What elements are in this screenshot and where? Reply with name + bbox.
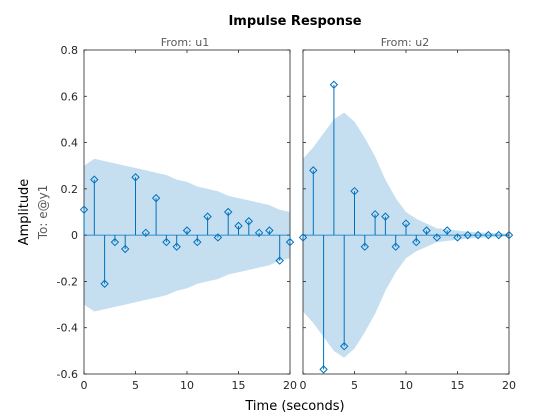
y-tick-label: 0.8 [61,44,79,57]
stem-marker [172,242,181,251]
stem-marker [319,365,328,374]
stem-marker [131,173,140,182]
y-tick-label: -0.4 [57,322,78,335]
stem-marker [275,256,284,265]
y-tick-label: -0.6 [57,368,78,381]
stem-marker [110,237,120,247]
stem-marker [370,210,380,219]
stem-marker [484,230,493,240]
x-tick-label: 0 [81,379,88,392]
y-tick-label: 0.2 [61,183,79,196]
output-channel-label: To: e@y1 [36,185,50,241]
stem-marker [254,228,264,238]
stem-marker [422,226,431,235]
stem-marker [298,233,308,242]
stem-marker [100,279,109,288]
x-axis-label: Time (seconds) [244,399,344,414]
y-axis-label: Amplitude [17,179,32,246]
chart-title: Impulse Response [228,14,361,29]
stem-marker [381,212,390,221]
stem-marker [151,193,161,203]
y-tick-label: 0.4 [61,137,79,150]
stem-marker [79,205,89,214]
stem-marker [182,226,192,235]
x-tick-label: 5 [351,379,358,392]
stem-marker [285,237,295,247]
stem-marker [223,207,233,217]
panel-2: 0 5 10 15 20 [298,49,516,392]
stem-marker [473,230,483,240]
stem-marker [350,186,359,196]
stem-marker [432,233,442,242]
x-tick-label: 20 [502,379,516,392]
panel-title-u2: From: u2 [381,36,429,49]
stem-marker [265,226,274,235]
stem-marker [162,237,171,247]
stem-marker [234,221,243,231]
panels: -0.6-0.4-0.200.20.40.60.80 5 10 15 20 0 5 10 15 2… [57,44,516,392]
x-tick-label: 15 [451,379,465,392]
stem-marker [203,212,212,221]
stem-marker [504,230,514,240]
stem-marker [463,230,473,240]
stem-marker [141,228,151,238]
y-tick-label: -0.2 [57,275,78,288]
x-tick-label: 15 [232,379,246,392]
stem-marker [453,233,462,242]
y-tick-label: 0 [71,229,78,242]
x-tick-label: 5 [132,379,139,392]
stem-marker [309,166,318,175]
stem-marker [329,80,339,89]
stem-marker [442,226,452,235]
stem-marker [401,219,411,228]
x-tick-label: 20 [283,379,297,392]
stem-marker [213,233,223,242]
stem-marker [360,242,370,251]
stem-marker [391,242,400,251]
stem-marker [412,237,421,247]
y-tick-label: 0.6 [61,90,79,103]
stem-marker [244,217,254,226]
panel-title-u1: From: u1 [161,36,209,49]
panel-1: -0.6 -0.4 -0.2 0 0.2 0.4 0.6 0.8 0 5 10 15 20 [57,44,297,392]
stem-marker [339,342,349,351]
x-tick-label: 0 [300,379,307,392]
x-tick-label: 10 [399,379,413,392]
stem-marker [120,244,130,254]
stem-marker [90,175,99,184]
stem-marker [193,237,202,247]
stem-marker [494,230,503,240]
x-tick-label: 10 [180,379,194,392]
